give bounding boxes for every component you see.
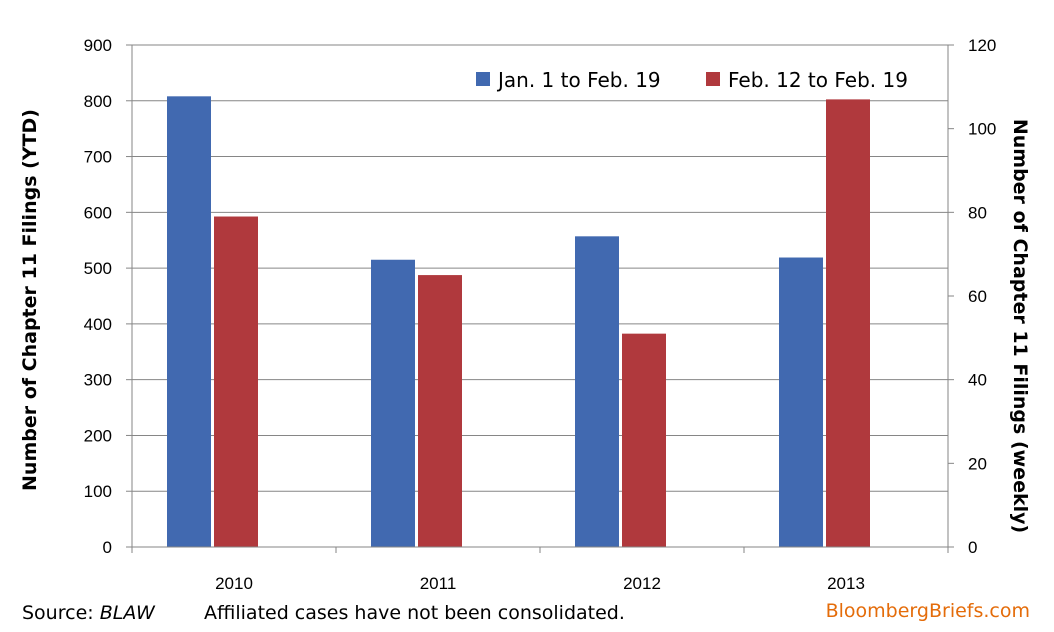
y-tick-label: 100 xyxy=(84,482,112,501)
x-tick-label: 2012 xyxy=(623,574,661,593)
axes xyxy=(126,44,954,553)
y2-tick-label: 100 xyxy=(968,120,996,139)
y2-tick-label: 20 xyxy=(968,454,987,473)
bar-weekly-2011 xyxy=(418,275,462,547)
source-note: Source: BLAW xyxy=(22,602,155,624)
bar-ytd-2012 xyxy=(575,236,619,547)
y-tick-label: 600 xyxy=(84,203,112,222)
source-name: BLAW xyxy=(99,602,155,624)
y-tick-label: 700 xyxy=(84,148,112,167)
y-axis-title: Number of Chapter 11 Filings (YTD) xyxy=(19,109,41,491)
y2-tick-label: 0 xyxy=(968,538,977,557)
bar-weekly-2010 xyxy=(214,216,258,547)
bar-weekly-2013 xyxy=(826,99,870,547)
legend-label: Feb. 12 to Feb. 19 xyxy=(728,68,908,92)
y-tick-label: 800 xyxy=(84,92,112,111)
legend-label: Jan. 1 to Feb. 19 xyxy=(496,68,661,92)
y-tick-label: 300 xyxy=(84,371,112,390)
legend-swatch xyxy=(476,72,490,86)
y-tick-label: 900 xyxy=(84,36,112,55)
y2-tick-label: 120 xyxy=(968,36,996,55)
bar-ytd-2013 xyxy=(779,257,823,547)
legend: Jan. 1 to Feb. 19 Feb. 12 to Feb. 19 xyxy=(476,68,908,92)
y2-tick-label: 40 xyxy=(968,371,987,390)
bar-ytd-2011 xyxy=(371,259,415,547)
x-tick-label: 2010 xyxy=(215,574,253,593)
y-tick-label: 500 xyxy=(84,259,112,278)
footnote: Affiliated cases have not been consolida… xyxy=(204,602,625,624)
bars xyxy=(167,96,870,547)
gridlines xyxy=(132,44,948,492)
y-tick-label: 200 xyxy=(84,426,112,445)
x-tick-label: 2013 xyxy=(827,574,865,593)
y2-tick-label: 80 xyxy=(968,203,987,222)
x-tick-label: 2011 xyxy=(420,574,457,593)
y-tick-label: 0 xyxy=(103,538,112,557)
brand-logo-text: BloombergBriefs.com xyxy=(825,600,1030,622)
legend-swatch xyxy=(706,72,720,86)
bar-ytd-2010 xyxy=(167,96,211,547)
y2-tick-label: 60 xyxy=(968,287,987,306)
bar-weekly-2012 xyxy=(622,333,666,547)
y-tick-label: 400 xyxy=(84,315,112,334)
tick-labels: 0 100 200 300 400 500 600 700 800 900 0 20 40 60 80 100… xyxy=(84,36,997,593)
source-label: Source: xyxy=(22,602,100,624)
y2-axis-title: Number of Chapter 11 Filings (weekly) xyxy=(1009,119,1031,533)
